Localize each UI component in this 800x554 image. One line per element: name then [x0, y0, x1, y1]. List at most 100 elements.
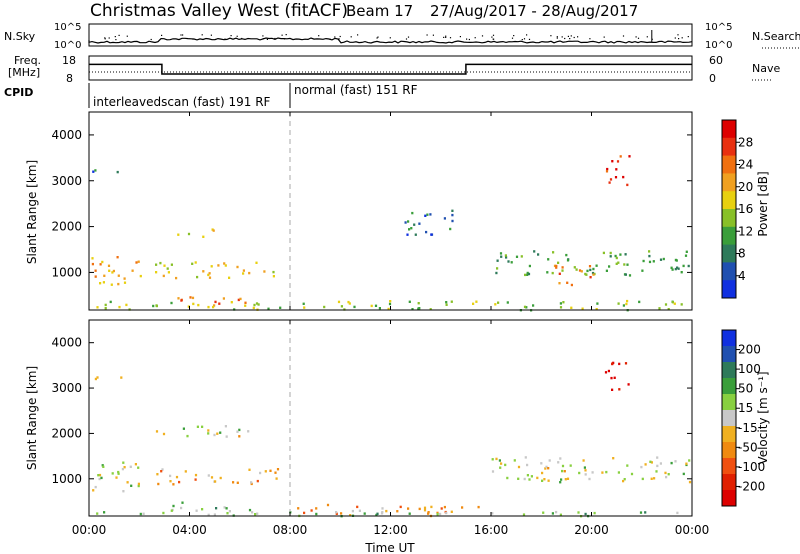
nsky-point — [339, 35, 341, 38]
scatter-cell — [417, 302, 420, 305]
nsky-point — [564, 37, 566, 40]
scatter-cell — [219, 431, 222, 434]
scatter-cell — [623, 263, 626, 266]
scatter-cell — [244, 301, 247, 304]
nsky-point — [357, 34, 359, 36]
scatter-cell — [244, 304, 247, 307]
scatter-cell — [267, 307, 270, 310]
scatter-cell — [169, 480, 172, 483]
scatter-cell — [551, 512, 554, 515]
scatter-cell — [557, 461, 560, 464]
nsky-point — [556, 36, 558, 38]
scatter-cell — [358, 509, 361, 512]
scatter-cell — [202, 235, 205, 238]
scatter-cell — [123, 277, 126, 280]
scatter-cell — [116, 170, 119, 174]
scatter-cell — [175, 475, 179, 479]
cpid-panel: CPID interleavedscan (fast) 191 RF norma… — [4, 83, 418, 109]
scatter-cell — [429, 213, 432, 216]
scatter-cell — [495, 271, 498, 275]
velocity-ylabel: Slant Range [km] — [25, 366, 39, 470]
date-range: 27/Aug/2017 - 28/Aug/2017 — [430, 2, 638, 20]
scatter-cell — [580, 270, 583, 273]
scatter-cell — [411, 211, 414, 215]
time-tick-label: 00:00 — [675, 523, 710, 537]
scatter-cell — [223, 506, 226, 509]
scatter-cell — [685, 463, 688, 467]
scatter-cell — [575, 268, 578, 271]
scatter-cell — [142, 512, 145, 515]
cpid-program-2: normal (fast) 151 RF — [294, 83, 418, 97]
scatter-cell — [586, 269, 589, 273]
scatter-cell — [608, 181, 611, 184]
scatter-cell — [644, 463, 647, 466]
colorbar-tick-label: 200 — [738, 343, 761, 357]
site-title: Christmas Valley West (fitACF) — [90, 1, 348, 21]
nsky-point — [635, 36, 637, 38]
scatter-cell — [449, 227, 452, 231]
nsky-point — [570, 35, 572, 37]
time-tick-label: 12:00 — [373, 523, 408, 537]
nsky-point — [674, 37, 676, 39]
range-tick-label: 2000 — [51, 220, 82, 234]
scatter-cell — [251, 511, 254, 514]
nsky-point — [637, 37, 640, 39]
nsky-point — [377, 36, 379, 38]
scatter-cell — [123, 466, 126, 469]
scatter-cell — [225, 507, 228, 510]
scatter-cell — [560, 478, 563, 481]
scatter-cell — [674, 460, 677, 463]
freq-label-top: Freq. — [14, 54, 41, 67]
scatter-cell — [496, 259, 499, 262]
scatter-cell — [202, 270, 205, 273]
scatter-cell — [561, 464, 565, 468]
scatter-cell — [626, 464, 629, 467]
scatter-cell — [542, 511, 545, 514]
nsky-point — [474, 37, 476, 39]
scatter-cell — [242, 272, 245, 275]
scatter-cell — [192, 302, 195, 306]
scatter-cell — [117, 472, 120, 475]
scatter-cell — [399, 505, 402, 509]
nsky-point — [449, 37, 452, 39]
scatter-cell — [602, 251, 605, 255]
nsearch-tick-bottom: 10^0 — [705, 40, 732, 51]
scatter-cell — [215, 507, 218, 510]
nsky-point — [262, 35, 264, 37]
nsky-point — [511, 37, 514, 39]
scatter-cell — [601, 471, 604, 474]
scatter-cell — [166, 267, 169, 270]
scatter-cell — [97, 474, 100, 477]
nsky-point — [405, 38, 408, 40]
scatter-cell — [194, 261, 197, 264]
scatter-cell — [671, 301, 674, 304]
scatter-cell — [622, 304, 625, 307]
scatter-cell — [619, 155, 622, 158]
scatter-cell — [111, 472, 114, 475]
scatter-cell — [157, 482, 160, 486]
scatter-cell — [162, 274, 165, 278]
scatter-cell — [609, 251, 612, 255]
scatter-cell — [436, 513, 439, 516]
scatter-cell — [224, 264, 227, 267]
scatter-cell — [389, 300, 392, 303]
scatter-cell — [670, 461, 673, 465]
colorbar-segment — [722, 262, 736, 281]
scatter-cell — [552, 251, 555, 254]
scatter-cell — [111, 271, 114, 274]
time-tick-label: 16:00 — [474, 523, 509, 537]
scatter-cell — [117, 470, 120, 474]
scatter-cell — [624, 273, 627, 276]
scatter-cell — [94, 169, 97, 172]
scatter-cell — [451, 209, 454, 212]
scatter-cell — [570, 306, 573, 309]
nsky-point — [521, 39, 523, 41]
scatter-cell — [546, 271, 549, 274]
nsky-tick-bottom: 10^0 — [54, 40, 81, 51]
scatter-cell — [214, 300, 217, 304]
scatter-cell — [381, 507, 384, 510]
scatter-cell — [445, 511, 448, 515]
scatter-cell — [427, 512, 430, 515]
scatter-cell — [584, 473, 587, 476]
